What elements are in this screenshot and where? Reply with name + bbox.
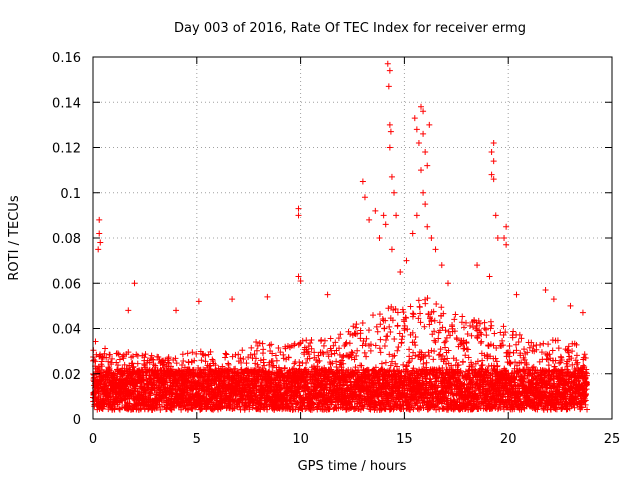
data-point <box>184 350 191 357</box>
data-point <box>207 348 214 355</box>
data-point <box>103 354 110 361</box>
data-point <box>153 405 160 412</box>
data-point <box>91 356 98 363</box>
data-point <box>141 354 148 361</box>
data-point <box>198 357 205 364</box>
data-point <box>142 351 149 358</box>
data-point <box>108 361 115 368</box>
data-point <box>147 390 154 397</box>
data-point <box>101 350 108 357</box>
data-point <box>191 373 198 380</box>
data-point <box>173 360 180 367</box>
data-point <box>102 345 109 352</box>
data-point <box>129 360 136 367</box>
data-point <box>120 352 127 359</box>
data-point <box>157 406 164 413</box>
data-point <box>114 350 121 357</box>
data-point <box>166 360 173 367</box>
data-point <box>202 352 209 359</box>
data-point <box>172 355 179 362</box>
data-point <box>195 378 202 385</box>
data-point <box>114 362 121 369</box>
data-point <box>180 357 187 364</box>
data-point <box>99 363 106 370</box>
data-point <box>152 362 159 369</box>
data-point <box>109 355 116 362</box>
data-point <box>116 356 123 363</box>
data-point <box>134 388 141 395</box>
data-point <box>189 349 196 356</box>
data-point <box>126 400 133 407</box>
data-point <box>130 363 137 370</box>
data-point <box>193 350 200 357</box>
data-point <box>105 358 112 365</box>
data-point <box>100 403 107 410</box>
data-points <box>90 60 591 413</box>
data-point <box>115 351 122 358</box>
data-point <box>116 405 123 412</box>
data-point <box>125 349 132 356</box>
data-point <box>106 351 113 358</box>
data-point <box>202 358 209 365</box>
data-point <box>155 354 162 361</box>
data-point <box>165 354 172 361</box>
data-point <box>178 406 185 413</box>
data-point <box>159 403 166 410</box>
data-point <box>121 361 128 368</box>
data-point <box>191 357 198 364</box>
data-point <box>118 397 125 404</box>
data-point <box>98 353 105 360</box>
data-point <box>207 377 214 384</box>
data-point <box>134 360 141 367</box>
data-point <box>179 351 186 358</box>
